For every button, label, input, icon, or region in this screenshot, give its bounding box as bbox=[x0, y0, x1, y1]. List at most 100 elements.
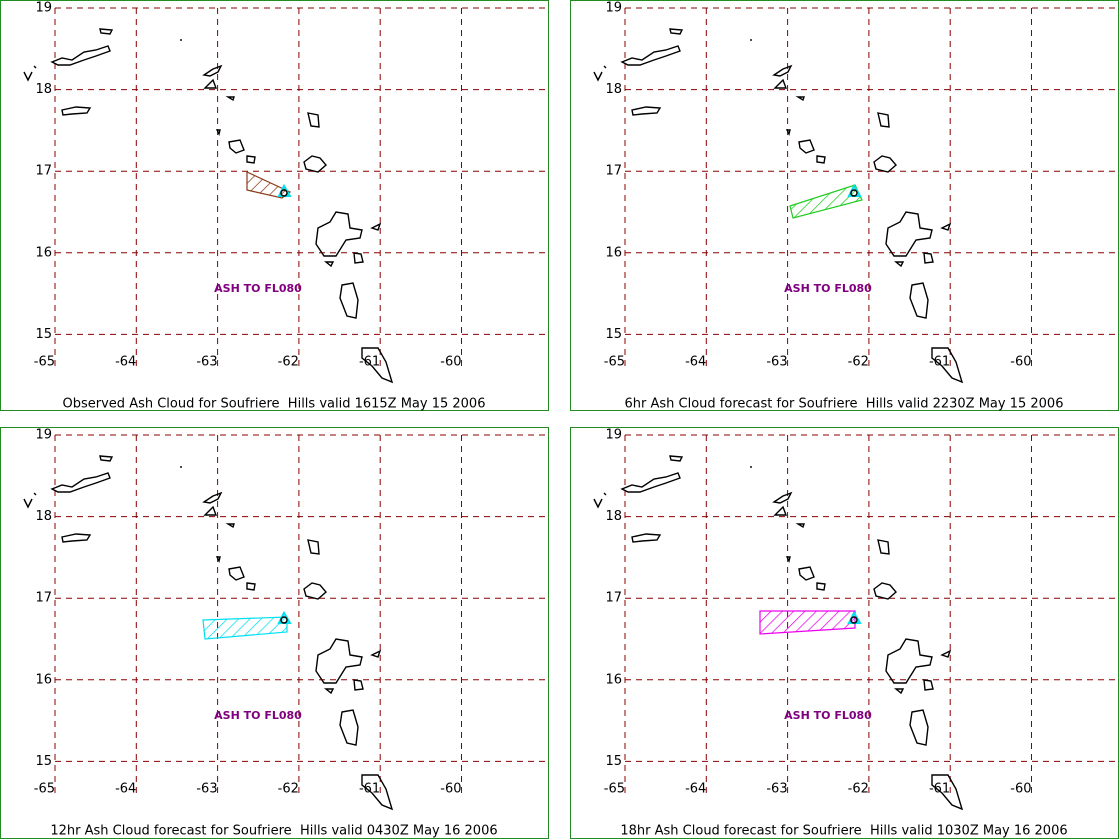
island bbox=[593, 492, 607, 509]
coastlines bbox=[23, 455, 394, 811]
island bbox=[99, 455, 114, 462]
island bbox=[50, 45, 111, 66]
volcano-island bbox=[850, 616, 858, 624]
ash-cloud bbox=[202, 616, 288, 640]
caption: 6hr Ash Cloud forecast for Soufriere Hil… bbox=[625, 397, 1064, 412]
panel-frame bbox=[0, 0, 549, 411]
island bbox=[773, 78, 788, 89]
island bbox=[593, 65, 607, 82]
lon-label: -63 bbox=[766, 782, 787, 797]
island bbox=[50, 472, 111, 493]
lat-label: 16 bbox=[35, 672, 52, 687]
lat-label: 19 bbox=[605, 1, 622, 16]
island bbox=[246, 582, 256, 591]
lon-label: -60 bbox=[1010, 782, 1031, 797]
island bbox=[773, 505, 788, 516]
island bbox=[202, 64, 223, 77]
lat-label: 18 bbox=[605, 509, 622, 524]
island bbox=[215, 556, 221, 564]
island bbox=[370, 649, 382, 658]
caption: 12hr Ash Cloud forecast for Soufriere Hi… bbox=[50, 824, 497, 839]
island bbox=[940, 649, 952, 658]
island bbox=[877, 539, 890, 555]
island bbox=[631, 106, 662, 116]
lat-label: 15 bbox=[605, 327, 622, 342]
island bbox=[620, 45, 681, 66]
island bbox=[909, 709, 929, 746]
lon-label: -63 bbox=[196, 782, 217, 797]
lon-label: -60 bbox=[440, 782, 461, 797]
lon-label: -61 bbox=[359, 782, 380, 797]
island bbox=[785, 556, 791, 564]
island bbox=[228, 139, 245, 154]
island bbox=[353, 679, 364, 691]
map-panel: -65 -64 -63 -62 -61 -60 19 18 17 16 15 ASH TO FL080… bbox=[570, 0, 1119, 412]
lat-label: 17 bbox=[35, 591, 52, 606]
island bbox=[631, 533, 662, 543]
island bbox=[923, 679, 934, 691]
annotation: ASH TO FL080 bbox=[214, 709, 302, 722]
lon-label: -64 bbox=[115, 355, 136, 370]
annotation: ASH TO FL080 bbox=[784, 709, 872, 722]
annotation: ASH TO FL080 bbox=[784, 282, 872, 295]
lon-label: -64 bbox=[115, 782, 136, 797]
panel-frame bbox=[570, 0, 1119, 411]
island bbox=[772, 64, 793, 77]
island bbox=[931, 774, 964, 811]
island bbox=[909, 282, 929, 319]
lon-label: -62 bbox=[848, 782, 869, 797]
coastlines bbox=[23, 28, 394, 384]
island bbox=[203, 78, 218, 89]
lat-label: 19 bbox=[35, 428, 52, 443]
lon-label: -65 bbox=[604, 355, 625, 370]
lon-label: -61 bbox=[929, 355, 950, 370]
ash-cloud bbox=[246, 171, 292, 199]
lat-label: 15 bbox=[35, 754, 52, 769]
lon-label: -62 bbox=[848, 355, 869, 370]
panel-frame bbox=[570, 427, 1119, 839]
lon-label: -60 bbox=[1010, 355, 1031, 370]
island bbox=[99, 28, 114, 35]
volcano-island bbox=[280, 616, 288, 624]
island bbox=[669, 455, 684, 462]
island bbox=[885, 211, 933, 257]
island bbox=[61, 106, 92, 116]
island bbox=[361, 347, 394, 384]
island bbox=[315, 211, 363, 257]
lat-label: 18 bbox=[35, 82, 52, 97]
island bbox=[303, 582, 327, 600]
lon-label: -64 bbox=[685, 355, 706, 370]
island bbox=[307, 112, 320, 128]
island bbox=[885, 638, 933, 684]
map-panel: -65 -64 -63 -62 -61 -60 19 18 17 16 15 ASH TO FL080… bbox=[0, 0, 549, 412]
island bbox=[228, 566, 245, 581]
lon-label: -62 bbox=[278, 782, 299, 797]
island bbox=[215, 129, 221, 137]
annotation: ASH TO FL080 bbox=[214, 282, 302, 295]
map-panel: -65 -64 -63 -62 -61 -60 19 18 17 16 15 ASH TO FL080… bbox=[0, 427, 549, 839]
island bbox=[353, 252, 364, 264]
lat-label: 17 bbox=[605, 164, 622, 179]
lon-label: -65 bbox=[34, 355, 55, 370]
island bbox=[669, 28, 684, 35]
caption: 18hr Ash Cloud forecast for Soufriere Hi… bbox=[620, 824, 1067, 839]
island bbox=[816, 155, 826, 164]
island bbox=[225, 523, 235, 529]
lon-label: -62 bbox=[278, 355, 299, 370]
lat-label: 15 bbox=[35, 327, 52, 342]
volcano-island bbox=[850, 189, 858, 197]
lon-label: -63 bbox=[766, 355, 787, 370]
island bbox=[877, 112, 890, 128]
island bbox=[203, 505, 218, 516]
island bbox=[225, 96, 235, 102]
lat-label: 15 bbox=[605, 754, 622, 769]
lat-label: 17 bbox=[605, 591, 622, 606]
map-panel: -65 -64 -63 -62 -61 -60 19 18 17 16 15 ASH TO FL080… bbox=[570, 427, 1119, 839]
ash-cloud bbox=[759, 610, 856, 635]
island bbox=[923, 252, 934, 264]
lon-label: -60 bbox=[440, 355, 461, 370]
lat-label: 16 bbox=[605, 672, 622, 687]
island bbox=[361, 774, 394, 811]
island bbox=[370, 222, 382, 231]
island bbox=[315, 638, 363, 684]
